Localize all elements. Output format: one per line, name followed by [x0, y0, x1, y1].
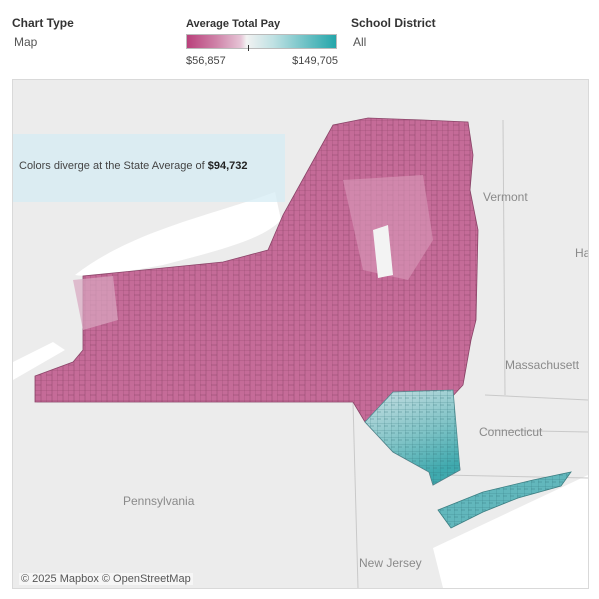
lake-erie	[13, 342, 65, 380]
long-island-lines	[438, 472, 571, 528]
state-borders	[37, 119, 588, 588]
lake-ontario	[75, 192, 281, 276]
western-patch	[73, 276, 118, 330]
atlantic-ocean	[433, 475, 588, 588]
new-york-districts[interactable]	[34, 117, 572, 529]
legend-gradient-bar	[186, 34, 337, 51]
callout-band	[13, 134, 285, 202]
chart-type-value[interactable]: Map	[14, 35, 38, 49]
callout-value: $94,732	[207, 160, 248, 172]
callout-prefix: Colors diverge at the State Average of	[19, 160, 208, 172]
label-connecticut: Connecticut	[479, 425, 543, 439]
map-attribution[interactable]: © 2025 Mapbox © OpenStreetMap	[19, 573, 193, 585]
label-new-jersey: New Jersey	[359, 556, 422, 570]
map-canvas[interactable]	[13, 80, 588, 588]
downstate-district-lines	[365, 390, 460, 485]
no-data-area	[373, 225, 393, 278]
legend-title: Average Total Pay	[186, 18, 281, 30]
legend-midpoint-tick	[247, 45, 249, 51]
label-vermont: Vermont	[483, 190, 528, 204]
color-legend: Average Total Pay $56,857 $149,705	[186, 18, 338, 67]
callout-annotation: Colors diverge at the State Average of $…	[19, 160, 248, 172]
chart-type-title: Chart Type	[12, 16, 74, 30]
school-district-title: School District	[351, 16, 436, 30]
label-massachusetts: Massachusett	[505, 358, 580, 372]
legend-max-label: $149,705	[292, 55, 338, 67]
school-district-value[interactable]: All	[353, 35, 367, 49]
label-pennsylvania: Pennsylvania	[123, 494, 195, 508]
chart-type-filter[interactable]: Chart Type Map	[12, 16, 74, 49]
legend-min-label: $56,857	[186, 55, 226, 67]
school-district-filter[interactable]: School District All	[351, 16, 436, 49]
map-view[interactable]: Colors diverge at the State Average of $…	[12, 79, 589, 589]
label-ham: Ham	[575, 246, 588, 260]
